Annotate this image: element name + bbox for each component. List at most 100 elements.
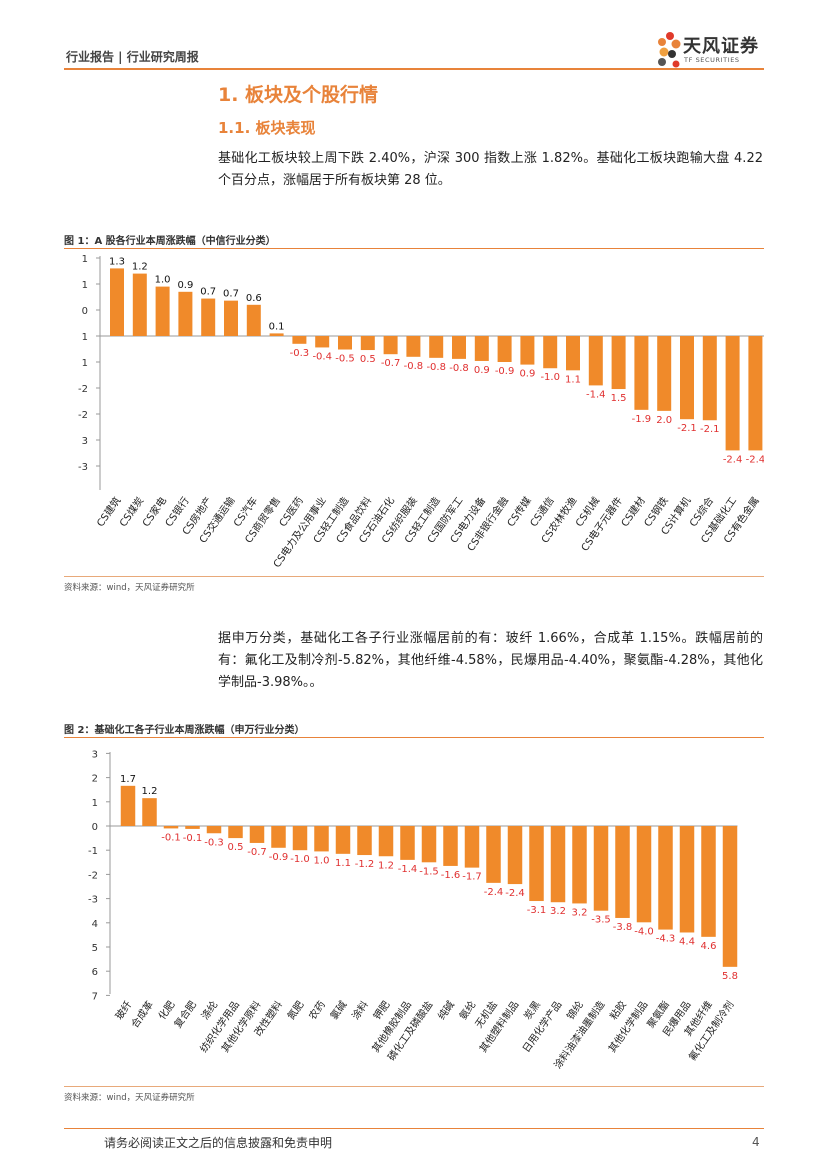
figure2-source: 资料来源：wind，天风证券研究所	[64, 1093, 195, 1103]
paragraph-sector-summary: 基础化工板块较上周下跌 2.40%，沪深 300 指数上涨 1.82%。基础化工…	[218, 151, 763, 188]
chart1-bar	[360, 336, 375, 351]
chart1-data-label: -1.4	[586, 389, 606, 400]
chart1-bar	[452, 336, 466, 359]
chart1-data-label: 0.7	[223, 289, 239, 300]
chart1-data-label: 0.9	[519, 369, 535, 380]
chart2-bar	[228, 826, 243, 839]
chart2-y-tick-label: 1	[92, 798, 98, 809]
chart2-data-label: -1.5	[419, 866, 439, 877]
chart2-data-label: 1.7	[120, 774, 136, 785]
chart1-y-tick-label: 1	[82, 254, 88, 265]
chart1-bar	[269, 333, 284, 336]
chart1-bar	[201, 298, 216, 336]
figure2-bar-chart: 3 2 1 0 -1 -2 -3 4 5 6 7 1.7 玻纤 1.2 合成革 -0.1 化肥 -0.1 复合肥 -0…	[88, 749, 738, 1071]
chart1-data-label: 1.2	[132, 262, 148, 273]
figure2-top-rule	[64, 737, 764, 738]
chart2-bar	[292, 826, 308, 851]
chart2-bar	[357, 826, 372, 856]
chart1-bar	[748, 336, 763, 451]
chart1-data-label: 1.0	[155, 275, 171, 286]
chart2-data-label: -0.3	[204, 837, 224, 848]
chart2-data-label: 1.2	[378, 860, 394, 871]
chart1-data-label: 0.5	[360, 354, 376, 365]
chart2-data-label: 3.2	[550, 906, 566, 917]
chart2-data-label: -1.2	[355, 859, 375, 870]
chart2-bar	[400, 826, 415, 860]
chart2-bar	[271, 826, 286, 848]
chart1-y-tick-label: 1	[82, 358, 88, 369]
chart2-data-label: 0.5	[228, 842, 244, 853]
chart2-bar	[615, 826, 630, 918]
chart1-data-label: -2.4	[746, 454, 764, 465]
chart2-data-label: -2.4	[484, 887, 504, 898]
chart2-y-tick-label: 3	[92, 749, 98, 760]
chart1-data-label: -0.8	[426, 362, 446, 373]
chart1-data-label: 2.0	[656, 415, 672, 426]
chart1-bar	[657, 336, 672, 411]
chart2-category-label: 涤纶	[198, 998, 220, 1022]
chart1-data-label: 0.9	[474, 365, 490, 376]
chart1-bar	[132, 273, 147, 336]
chart2-y-tick-label: 6	[92, 967, 98, 978]
chart1-bar	[497, 336, 512, 362]
chart1-bar	[543, 336, 558, 369]
chart2-bar	[722, 826, 738, 967]
chart1-y-tick-label: 3	[82, 436, 88, 447]
chart2-data-label: 4.4	[679, 936, 695, 947]
chart2-bar	[679, 826, 695, 933]
chart2-bar	[163, 826, 179, 829]
chart2-data-label: -1.0	[290, 854, 310, 865]
chart2-data-label: 5.8	[722, 971, 738, 982]
chart2-bar	[314, 826, 329, 852]
chart1-data-label: -2.1	[700, 424, 720, 435]
chart1-bar	[725, 336, 740, 451]
chart2-data-label: -3.8	[613, 922, 633, 933]
chart2-category-label: 氨纶	[456, 998, 478, 1022]
chart1-data-label: 1.1	[565, 374, 581, 385]
chart1-data-label: 1.5	[611, 393, 627, 404]
figure1-bar-chart: 211011-2-23-31.3CS建筑1.2CS煤炭1.0CS家电0.9CS银…	[78, 254, 764, 570]
chart1-bar	[474, 336, 489, 361]
chart2-data-label: 3.2	[572, 907, 588, 918]
chart2-category-label: 钾肥	[370, 998, 392, 1022]
chart2-bar	[550, 826, 566, 903]
chart2-bar	[421, 826, 437, 863]
chart2-category-label: 氯碱	[327, 998, 349, 1022]
chart1-y-tick-label: 1	[82, 280, 88, 291]
chart2-bar	[120, 785, 136, 826]
chart2-bar	[701, 826, 716, 937]
chart2-bar	[335, 826, 351, 854]
chart1-bar	[702, 336, 717, 421]
figure1-top-rule	[64, 248, 764, 249]
chart2-category-label: 粘胶	[607, 998, 629, 1022]
chart1-bar	[178, 291, 193, 336]
chart2-data-label: -4.0	[634, 926, 654, 937]
chart2-bar	[486, 826, 501, 883]
chart2-bar	[658, 826, 673, 930]
chart2-data-label: -4.3	[656, 934, 676, 945]
footer-disclaimer: 请务必阅读正文之后的信息披露和免责申明	[104, 1136, 333, 1150]
section-heading: 1. 板块及个股行情	[218, 84, 379, 106]
chart2-bar	[572, 826, 587, 904]
chart1-bar	[292, 336, 307, 344]
figure2-title: 图 2：基础化工各子行业本周涨跌幅（申万行业分类）	[64, 725, 305, 736]
chart2-bar	[142, 798, 157, 826]
chart2-bar	[529, 826, 544, 902]
chart2-y-tick-label: -3	[88, 895, 98, 906]
chart1-data-label: 0.9	[177, 280, 193, 291]
paragraph-subsector-summary: 据申万分类，基础化工各子行业涨幅居前的有：玻纤 1.66%，合成革 1.15%。…	[218, 631, 763, 690]
chart2-data-label: -2.4	[505, 888, 525, 899]
chart1-data-label: -0.5	[335, 354, 355, 365]
chart1-bar	[566, 336, 580, 371]
chart1-data-label: 1.3	[109, 256, 125, 267]
chart1-y-tick-label: 0	[82, 306, 88, 317]
chart1-bar	[520, 336, 535, 365]
report-header-label: 行业报告 | 行业研究周报	[66, 50, 199, 64]
chart2-data-label: -0.1	[183, 833, 203, 844]
chart1-data-label: -0.7	[381, 358, 401, 369]
header-divider	[64, 68, 764, 70]
chart1-bar	[110, 268, 124, 336]
chart1-y-tick-label: -3	[78, 462, 88, 473]
page-number: 4	[752, 1135, 760, 1149]
chart2-category-label: 农药	[306, 998, 328, 1022]
